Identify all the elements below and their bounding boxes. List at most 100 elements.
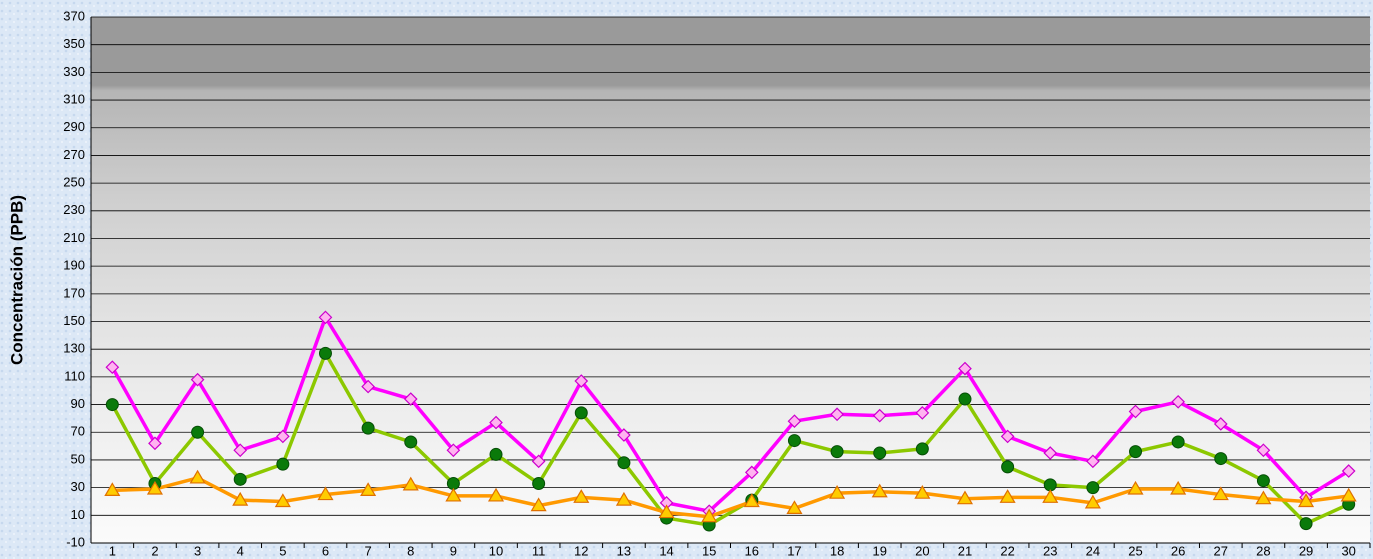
marker bbox=[105, 360, 120, 375]
marker bbox=[489, 447, 503, 461]
x-tick-label: 9 bbox=[450, 543, 457, 558]
marker bbox=[914, 484, 931, 499]
y-tick-label: 290 bbox=[63, 119, 85, 134]
marker bbox=[1299, 517, 1313, 531]
marker bbox=[999, 489, 1016, 503]
marker bbox=[148, 436, 162, 451]
x-tick-label: 19 bbox=[872, 543, 886, 558]
marker bbox=[743, 493, 760, 508]
marker bbox=[232, 491, 249, 506]
y-tick-label: 50 bbox=[71, 451, 85, 466]
y-tick-label: -10 bbox=[66, 534, 85, 549]
marker bbox=[360, 482, 377, 496]
marker bbox=[786, 500, 803, 514]
marker bbox=[830, 445, 844, 459]
marker bbox=[915, 442, 929, 456]
x-tick-label: 21 bbox=[958, 543, 972, 558]
series-line bbox=[110, 315, 1350, 513]
marker bbox=[701, 508, 718, 523]
marker bbox=[403, 392, 418, 406]
marker bbox=[317, 486, 334, 501]
x-tick-label: 30 bbox=[1341, 543, 1355, 558]
marker bbox=[1043, 446, 1058, 460]
marker bbox=[958, 361, 972, 376]
marker bbox=[1000, 429, 1015, 444]
x-tick-label: 27 bbox=[1214, 543, 1228, 558]
x-tick-label: 17 bbox=[787, 543, 801, 558]
marker bbox=[1129, 445, 1143, 459]
marker bbox=[361, 379, 375, 394]
marker bbox=[872, 408, 887, 423]
marker bbox=[146, 480, 163, 495]
marker bbox=[1127, 480, 1144, 495]
marker bbox=[532, 476, 546, 490]
marker bbox=[1128, 404, 1143, 419]
marker bbox=[1256, 474, 1270, 488]
x-tick-label: 22 bbox=[1000, 543, 1014, 558]
marker bbox=[318, 310, 333, 325]
x-tick-label: 7 bbox=[364, 543, 371, 558]
marker bbox=[402, 476, 419, 491]
marker bbox=[531, 454, 546, 469]
marker bbox=[1212, 486, 1229, 501]
marker bbox=[487, 487, 505, 502]
marker bbox=[1340, 487, 1357, 502]
marker bbox=[276, 457, 290, 471]
marker bbox=[445, 487, 462, 502]
marker bbox=[1043, 478, 1057, 492]
marker bbox=[446, 443, 461, 458]
x-tick-label: 8 bbox=[407, 543, 414, 558]
marker bbox=[1171, 394, 1185, 409]
x-tick-label: 20 bbox=[915, 543, 929, 558]
marker bbox=[1256, 443, 1271, 458]
marker bbox=[956, 490, 974, 505]
y-tick-label: 230 bbox=[63, 202, 85, 217]
marker bbox=[530, 497, 547, 512]
y-tick-label: 110 bbox=[64, 368, 85, 383]
marker bbox=[489, 415, 503, 430]
marker bbox=[104, 482, 121, 496]
y-tick-label: 150 bbox=[63, 313, 85, 328]
marker bbox=[1298, 493, 1315, 508]
y-tick-label: 250 bbox=[63, 175, 85, 190]
marker bbox=[189, 469, 206, 484]
y-tick-label: 10 bbox=[71, 507, 85, 522]
y-tick-label: 130 bbox=[63, 341, 85, 356]
marker bbox=[1171, 435, 1185, 449]
marker bbox=[787, 414, 802, 429]
marker bbox=[574, 374, 589, 388]
marker bbox=[191, 425, 205, 439]
y-tick-label: 330 bbox=[63, 64, 85, 79]
marker bbox=[871, 483, 888, 498]
y-tick-label: 190 bbox=[63, 258, 85, 273]
marker bbox=[958, 392, 972, 406]
marker bbox=[1001, 460, 1015, 474]
x-tick-label: 14 bbox=[659, 543, 673, 558]
x-tick-label: 12 bbox=[574, 543, 588, 558]
x-tick-label: 28 bbox=[1256, 543, 1270, 558]
series-line bbox=[110, 351, 1350, 527]
marker bbox=[617, 428, 631, 442]
marker bbox=[1084, 494, 1101, 509]
x-tick-label: 4 bbox=[237, 543, 244, 558]
y-tick-label: 350 bbox=[63, 36, 85, 51]
y-tick-label: 370 bbox=[63, 8, 85, 23]
marker bbox=[1086, 454, 1100, 469]
x-tick-label: 13 bbox=[617, 543, 631, 558]
y-tick-label: 310 bbox=[63, 91, 85, 106]
x-tick-label: 2 bbox=[151, 543, 158, 558]
plot-area bbox=[91, 17, 1370, 543]
y-tick-label: 270 bbox=[63, 147, 85, 162]
marker bbox=[658, 504, 675, 519]
marker bbox=[1214, 452, 1228, 466]
marker bbox=[829, 484, 846, 499]
y-tick-label: 210 bbox=[63, 230, 85, 245]
y-tick-label: 70 bbox=[71, 424, 85, 439]
marker bbox=[190, 372, 205, 387]
marker bbox=[744, 465, 759, 480]
y-tick-label: 30 bbox=[71, 479, 85, 494]
marker bbox=[276, 429, 290, 444]
marker bbox=[873, 446, 887, 460]
marker bbox=[1255, 490, 1272, 505]
